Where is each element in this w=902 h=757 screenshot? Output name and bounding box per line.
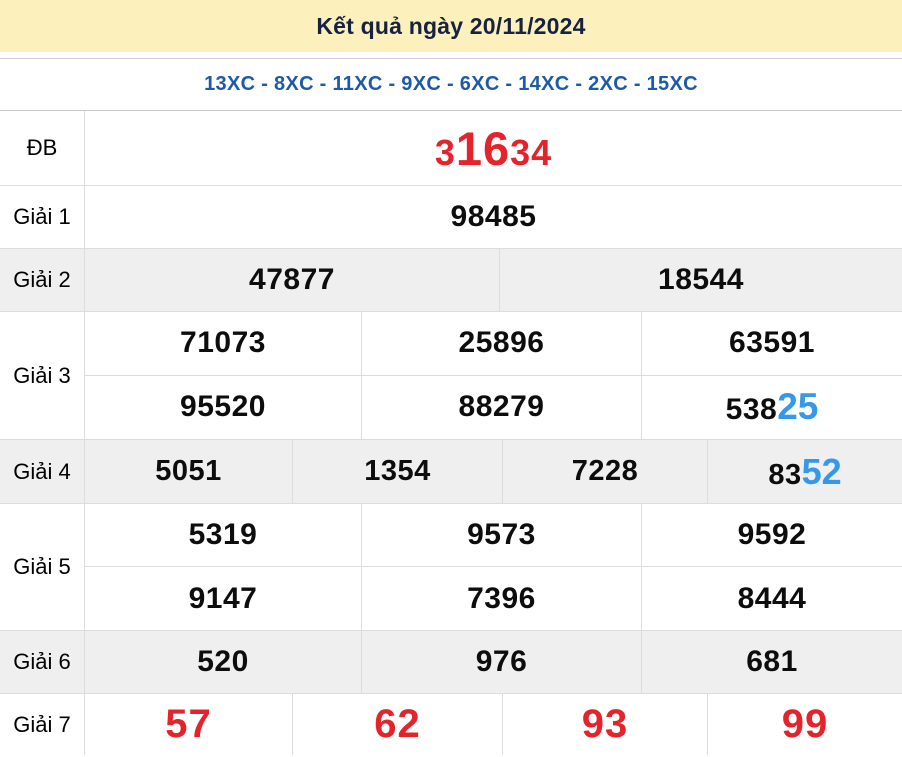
prize-label-g1: Giải 1 xyxy=(0,186,85,248)
prize-row-g6: Giải 6 520 976 681 xyxy=(0,631,902,694)
prize-label-g7: Giải 7 xyxy=(0,694,85,755)
prize-cell: 25896 xyxy=(362,312,642,376)
prize-number-split: 83 52 xyxy=(768,451,841,493)
prize-cell: 18544 xyxy=(500,249,902,311)
prize-number: 520 xyxy=(197,645,249,678)
prize-cell-red: 62 xyxy=(293,694,503,755)
prize-number: 63591 xyxy=(729,326,815,360)
prize-number: 88279 xyxy=(458,390,545,424)
prize-number: 8444 xyxy=(737,581,807,615)
page-title: Kết quả ngày 20/11/2024 xyxy=(316,12,586,39)
prize-cell: 8444 xyxy=(642,567,902,630)
prize-number: 7228 xyxy=(571,455,639,487)
prize-number: 681 xyxy=(746,645,798,678)
prize-cell: 9573 xyxy=(362,504,642,567)
station-codes-row: 13XC - 8XC - 11XC - 9XC - 6XC - 14XC - 2… xyxy=(0,58,902,110)
prize-cell: 63591 xyxy=(642,312,902,376)
prize-row-g3: Giải 3 71073 25896 63591 95520 88279 538… xyxy=(0,312,902,440)
prize-cell-red: 99 xyxy=(708,694,902,755)
prize-label-g2: Giải 2 xyxy=(0,249,85,311)
prize-cell: 5051 xyxy=(85,440,293,503)
prize-cell: 976 xyxy=(362,631,642,693)
prize-cell: 9147 xyxy=(85,567,362,630)
prize-label-db: ĐB xyxy=(0,111,85,185)
station-codes: 13XC - 8XC - 11XC - 9XC - 6XC - 14XC - 2… xyxy=(204,73,698,95)
special-number-left: 3 xyxy=(434,131,456,173)
prize-number: 9573 xyxy=(467,518,536,551)
prize-cell: 88279 xyxy=(362,375,642,439)
prize-number-black-part: 538 xyxy=(725,393,778,427)
prize-row-g5: Giải 5 5319 9573 9592 9147 7396 8444 xyxy=(0,504,902,631)
prize-cell-highlighted: 83 52 xyxy=(708,440,902,503)
prize-number: 7396 xyxy=(467,581,536,615)
prize-number: 95520 xyxy=(180,390,266,424)
prize-cell-db: 3 16 34 xyxy=(85,111,902,185)
prize-number-blue-part: 52 xyxy=(801,450,842,492)
prize-cell: 681 xyxy=(642,631,902,693)
special-number-big: 16 xyxy=(455,121,511,175)
prize-number-black-part: 83 xyxy=(768,458,802,491)
prize-row-g1: Giải 1 98485 xyxy=(0,186,902,249)
prize-cell-highlighted: 538 25 xyxy=(642,376,902,440)
prize-cell: 7396 xyxy=(362,567,642,630)
prize-number: 47877 xyxy=(249,263,335,296)
prize-cell-red: 57 xyxy=(85,694,293,755)
special-number: 3 16 34 xyxy=(435,121,552,176)
prize-number-split: 538 25 xyxy=(726,386,819,428)
prize-number: 25896 xyxy=(458,326,545,360)
prize-cell: 7228 xyxy=(503,440,708,503)
prize-cell-red: 93 xyxy=(503,694,708,755)
prize-label-g4: Giải 4 xyxy=(0,440,85,503)
prize-label-g3: Giải 3 xyxy=(0,312,85,439)
results-header: Kết quả ngày 20/11/2024 xyxy=(0,0,902,52)
prize-number: 71073 xyxy=(180,326,266,360)
prize-number: 5319 xyxy=(188,518,258,551)
prize-number-red: 62 xyxy=(374,702,421,746)
prize-row-g4: Giải 4 5051 1354 7228 83 52 xyxy=(0,440,902,504)
prize-number: 9147 xyxy=(188,581,258,615)
prize-number-red: 57 xyxy=(165,702,212,746)
prize-cell: 5319 xyxy=(85,504,362,567)
prize-row-g2: Giải 2 47877 18544 xyxy=(0,249,902,312)
prize-label-g6: Giải 6 xyxy=(0,631,85,693)
prize-cell: 95520 xyxy=(85,375,362,439)
prize-number: 1354 xyxy=(364,455,431,487)
lottery-results-table: ĐB 3 16 34 Giải 1 98485 Giải 2 47877 xyxy=(0,110,902,755)
prize-number: 18544 xyxy=(658,263,744,296)
special-number-right: 34 xyxy=(510,131,553,173)
prize-number: 5051 xyxy=(155,455,222,487)
prize-row-db: ĐB 3 16 34 xyxy=(0,111,902,186)
prize-cell: 9592 xyxy=(642,504,902,567)
prize-number: 976 xyxy=(475,645,528,678)
prize-number-blue-part: 25 xyxy=(777,386,819,428)
prize-cell: 98485 xyxy=(85,186,902,248)
prize-row-g7: Giải 7 57 62 93 99 xyxy=(0,694,902,755)
prize-number-red: 99 xyxy=(781,702,829,746)
prize-cell: 47877 xyxy=(85,249,500,311)
prize-cell: 1354 xyxy=(293,440,503,503)
prize-number: 9592 xyxy=(737,518,807,551)
prize-label-g5: Giải 5 xyxy=(0,504,85,630)
prize-cell: 71073 xyxy=(85,312,362,376)
prize-number-red: 93 xyxy=(581,702,629,746)
prize-cell: 520 xyxy=(85,631,362,693)
prize-number: 98485 xyxy=(450,200,537,233)
